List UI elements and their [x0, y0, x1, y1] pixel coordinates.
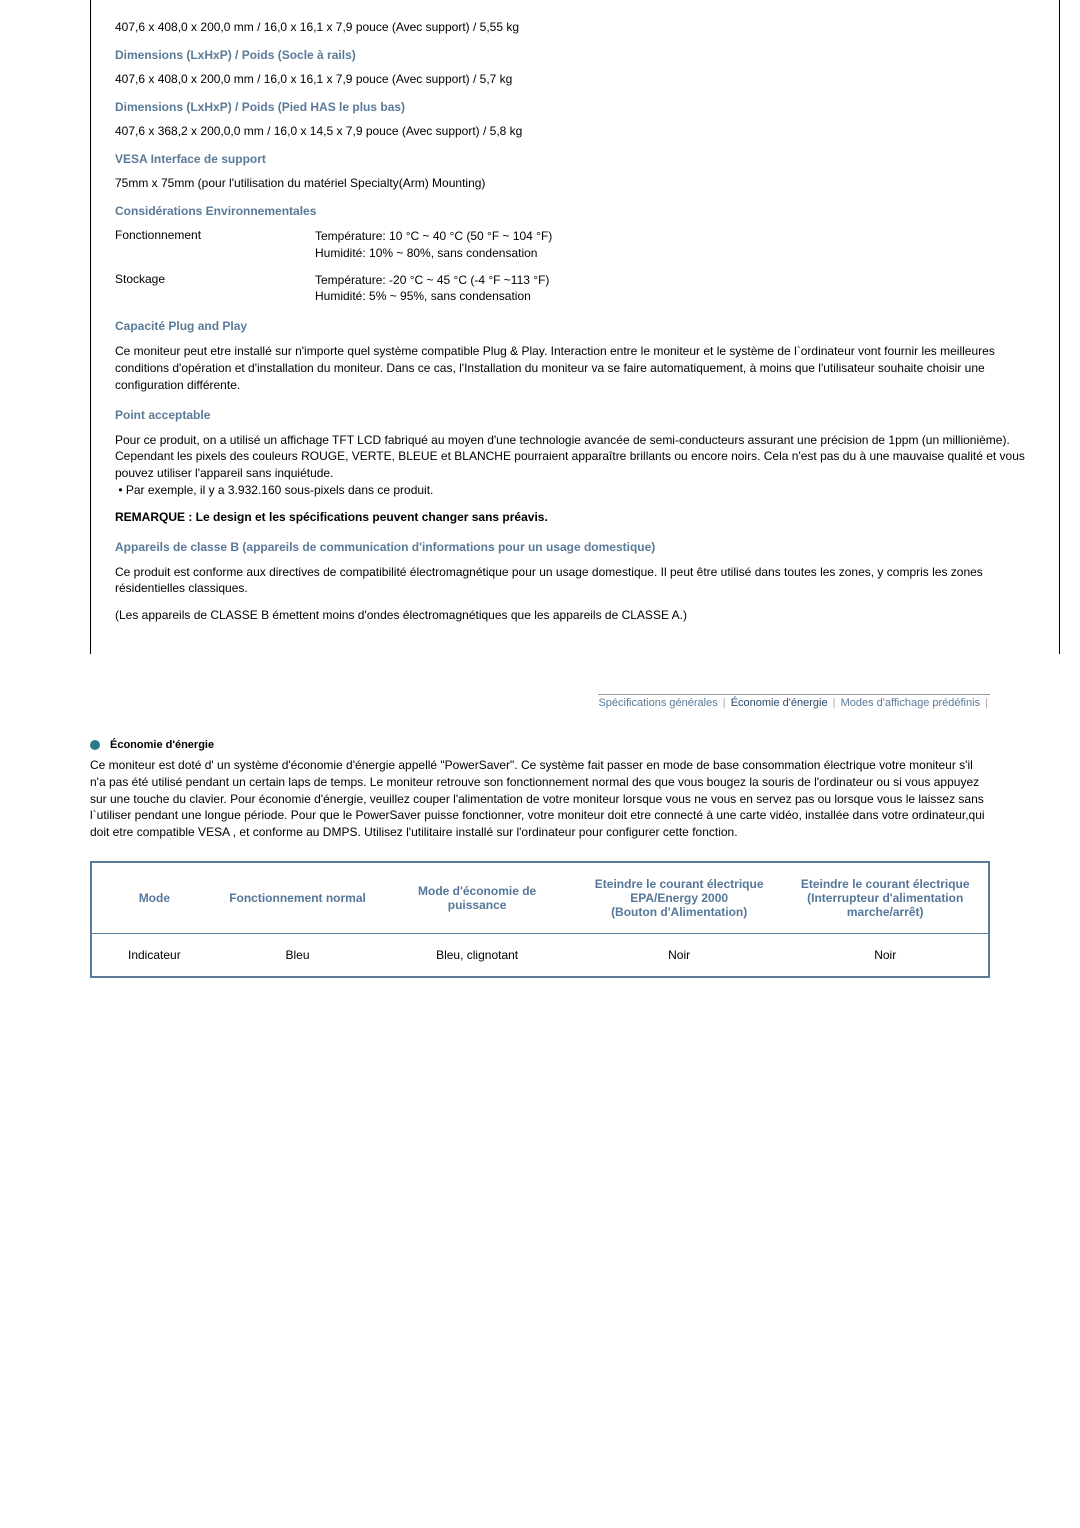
env-row-fonctionnement: Fonctionnement Température: 10 °C ~ 40 °… [115, 228, 1039, 262]
remarque-line: REMARQUE : Le design et les spécificatio… [115, 509, 1039, 526]
point-paragraph: Pour ce produit, on a utilisé un afficha… [115, 432, 1039, 499]
heading-classb: Appareils de classe B (appareils de comm… [115, 540, 1039, 554]
env-label-fonctionnement: Fonctionnement [115, 228, 315, 262]
cell-e1: Noir [576, 933, 783, 977]
th-fonctionnement: Fonctionnement normal [217, 862, 379, 934]
heading-env: Considérations Environnementales [115, 204, 1039, 218]
cell-me: Bleu, clignotant [378, 933, 576, 977]
env-row-stockage: Stockage Température: -20 °C ~ 45 °C (-4… [115, 272, 1039, 306]
heading-vesa: VESA Interface de support [115, 152, 1039, 166]
tab-specs-generales[interactable]: Spécifications générales [598, 697, 717, 709]
heading-point: Point acceptable [115, 408, 1039, 422]
classb-paragraph: Ce produit est conforme aux directives d… [115, 564, 1039, 598]
pnp-paragraph: Ce moniteur peut etre installé sur n'imp… [115, 343, 1039, 393]
point-bullet: • Par exemple, il y a 3.932.160 sous-pix… [115, 483, 433, 497]
tab-divider: | [723, 697, 726, 709]
table-header-row: Mode Fonctionnement normal Mode d'économ… [91, 862, 989, 934]
env-stock-hum: Humidité: 5% ~ 95%, sans condensation [315, 289, 531, 303]
cell-fn: Bleu [217, 933, 379, 977]
env-fonction-hum: Humidité: 10% ~ 80%, sans condensation [315, 246, 537, 260]
bullet-icon [90, 740, 100, 750]
th-mode-economie: Mode d'économie de puissance [378, 862, 576, 934]
point-text: Pour ce produit, on a utilisé un afficha… [115, 433, 1025, 481]
tab-divider: | [833, 697, 836, 709]
economy-table: Mode Fonctionnement normal Mode d'économ… [90, 861, 990, 978]
th-eteindre-interrupteur: Eteindre le courant électrique (Interrup… [782, 862, 989, 934]
tab-economie-energie[interactable]: Économie d'énergie [731, 697, 828, 709]
economy-paragraph: Ce moniteur est doté d' un système d'éco… [90, 757, 990, 841]
dim-line-1: 407,6 x 408,0 x 200,0 mm / 16,0 x 16,1 x… [115, 20, 1039, 34]
economy-heading-row: Économie d'énergie [90, 739, 990, 751]
dim-line-2: 407,6 x 408,0 x 200,0 mm / 16,0 x 16,1 x… [115, 72, 1039, 86]
env-label-stockage: Stockage [115, 272, 315, 306]
env-stock-temp: Température: -20 °C ~ 45 °C (-4 °F ~113 … [315, 273, 549, 287]
env-fonction-temp: Température: 10 °C ~ 40 °C (50 °F ~ 104 … [315, 229, 552, 243]
th-eteindre-epa: Eteindre le courant électrique EPA/Energ… [576, 862, 783, 934]
th-mode: Mode [91, 862, 217, 934]
specs-panel: 407,6 x 408,0 x 200,0 mm / 16,0 x 16,1 x… [90, 0, 1060, 654]
env-value-stockage: Température: -20 °C ~ 45 °C (-4 °F ~113 … [315, 272, 1039, 306]
tabs-bar: Spécifications générales | Économie d'én… [90, 694, 990, 709]
cell-e2: Noir [782, 933, 989, 977]
economy-heading: Économie d'énergie [110, 739, 214, 751]
heading-pied: Dimensions (LxHxP) / Poids (Pied HAS le … [115, 100, 1039, 114]
dim-line-3: 407,6 x 368,2 x 200,0,0 mm / 16,0 x 14,5… [115, 124, 1039, 138]
env-value-fonctionnement: Température: 10 °C ~ 40 °C (50 °F ~ 104 … [315, 228, 1039, 262]
vesa-line: 75mm x 75mm (pour l'utilisation du matér… [115, 176, 1039, 190]
tab-modes-affichage[interactable]: Modes d'affichage prédéfinis [841, 697, 981, 709]
tab-divider: | [985, 697, 988, 709]
cell-mode: Indicateur [91, 933, 217, 977]
table-row: Indicateur Bleu Bleu, clignotant Noir No… [91, 933, 989, 977]
economy-section: Économie d'énergie Ce moniteur est doté … [90, 739, 990, 978]
classa-paragraph: (Les appareils de CLASSE B émettent moin… [115, 607, 1039, 624]
heading-pnp: Capacité Plug and Play [115, 319, 1039, 333]
heading-socle: Dimensions (LxHxP) / Poids (Socle à rail… [115, 48, 1039, 62]
